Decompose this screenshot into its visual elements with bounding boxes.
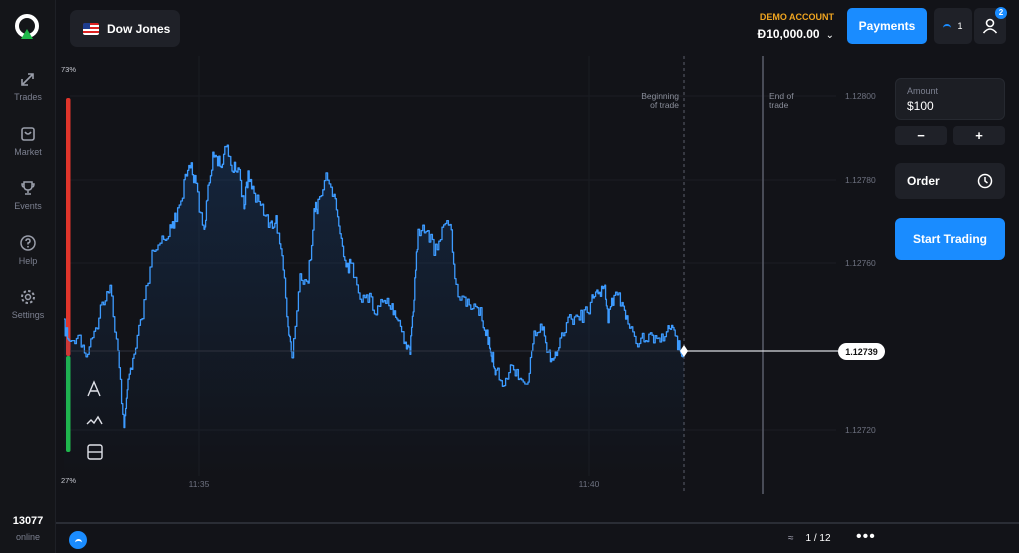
indicators-button[interactable] (86, 415, 103, 425)
current-price-marker (680, 345, 688, 357)
gear-icon (21, 290, 35, 304)
market-bag-icon (21, 127, 35, 141)
amount-plus-button[interactable]: + (953, 126, 1005, 145)
sentiment-down-bar (66, 98, 71, 356)
sidebar: Trades Market Events Help Settings 13077… (0, 0, 56, 553)
sidebar-item-label: Help (18, 256, 38, 266)
help-circle-icon (20, 235, 36, 251)
end-label-1: End of (769, 91, 794, 101)
layers-icon[interactable]: ≈ (788, 533, 794, 544)
amount-field[interactable]: Amount $100 (895, 78, 1005, 120)
sidebar-item-label: Trades (14, 92, 42, 102)
sidebar-item-market[interactable]: Market (0, 125, 56, 157)
drawing-tool-button[interactable] (87, 380, 101, 397)
beginning-label-1: Beginning (641, 91, 679, 101)
chart-layout-button[interactable] (87, 444, 103, 460)
y-axis: 1.12800 1.12780 1.12760 1.12720 (845, 91, 876, 435)
clock-icon (977, 173, 993, 189)
bottom-bar: ≈ 1 / 12 ••• (56, 522, 1019, 553)
amount-minus-button[interactable]: − (895, 126, 947, 145)
notification-badge: 2 (995, 7, 1007, 19)
timeframe-icon (74, 539, 82, 543)
y-tick-label: 1.12800 (845, 91, 876, 101)
asset-selector-button[interactable]: Dow Jones (70, 10, 180, 47)
order-button[interactable]: Order (895, 163, 1005, 199)
online-count: 13077 (12, 515, 44, 527)
trophy-icon (21, 181, 35, 195)
more-options-button[interactable]: ••• (856, 528, 876, 545)
logo-icon[interactable] (14, 14, 40, 40)
x-axis: 11:35 11:40 (189, 479, 600, 489)
sidebar-item-settings[interactable]: Settings (0, 288, 56, 320)
sidebar-item-label: Settings (11, 310, 45, 320)
end-label-2: trade (769, 100, 789, 110)
y-tick-label: 1.12720 (845, 425, 876, 435)
payments-button[interactable]: Payments (847, 8, 927, 44)
sidebar-item-trades[interactable]: Trades (0, 70, 56, 102)
x-tick-label: 11:35 (189, 479, 210, 489)
sidebar-item-label: Market (14, 147, 42, 157)
chevron-down-icon: ⌄ (825, 30, 834, 41)
sidebar-item-help[interactable]: Help (0, 234, 56, 266)
x-tick-label: 11:40 (579, 479, 600, 489)
online-counter: 13077 online (0, 515, 56, 542)
us-flag-icon (83, 22, 99, 35)
user-icon (982, 18, 998, 34)
online-label: online (15, 532, 41, 542)
account-balance: Đ10,000.00 (757, 27, 820, 41)
pager: ≈ 1 / 12 (788, 533, 831, 544)
account-mode: DEMO ACCOUNT (759, 12, 834, 22)
asset-name: Dow Jones (107, 21, 171, 36)
amount-value: $100 (907, 99, 934, 113)
timeframe-button[interactable] (69, 531, 87, 549)
trades-arrows-icon (21, 73, 34, 86)
price-line (64, 144, 685, 429)
current-price-value: 1.12739 (845, 347, 878, 357)
beginning-label-2: of trade (650, 100, 679, 110)
y-tick-label: 1.12780 (845, 175, 876, 185)
current-price-tag (838, 343, 885, 360)
sentiment-down-percent: 27% (61, 476, 76, 485)
level-button[interactable]: 1 (934, 8, 972, 44)
level-arc-icon (943, 24, 952, 28)
sidebar-item-label: Events (14, 201, 42, 211)
amount-label: Amount (907, 86, 939, 96)
start-trading-button[interactable]: Start Trading (895, 218, 1005, 260)
account-selector[interactable]: DEMO ACCOUNT Đ10,000.00 ⌄ (758, 12, 834, 43)
sidebar-item-events[interactable]: Events (0, 179, 56, 211)
sentiment-up-percent: 73% (61, 65, 76, 74)
y-tick-label: 1.12760 (845, 258, 876, 268)
level-value: 1 (957, 21, 963, 31)
order-label: Order (907, 174, 940, 188)
page-indicator: 1 / 12 (805, 533, 831, 544)
